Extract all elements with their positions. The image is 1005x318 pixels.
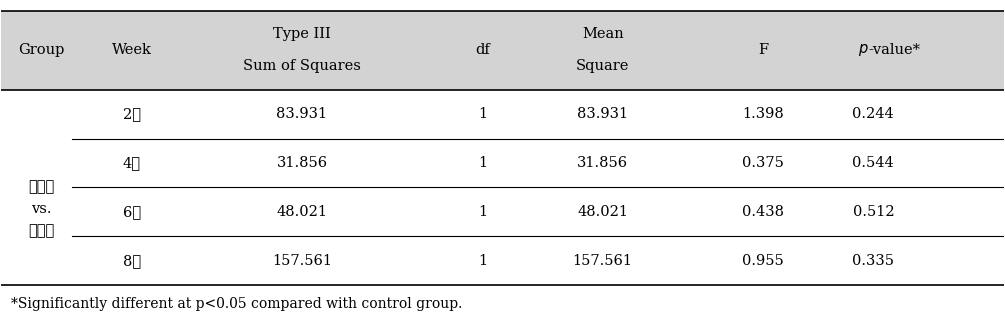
Text: Mean: Mean [582, 27, 623, 41]
Text: 대조군: 대조군 [28, 225, 54, 238]
Text: -value*: -value* [868, 43, 921, 57]
Text: 157.561: 157.561 [573, 254, 633, 268]
Text: 0.955: 0.955 [743, 254, 784, 268]
Text: Group: Group [18, 43, 64, 57]
Text: 시험군: 시험군 [28, 180, 54, 194]
Text: 0.438: 0.438 [742, 205, 784, 219]
Text: 6주: 6주 [123, 205, 141, 219]
Text: 0.244: 0.244 [852, 107, 894, 121]
Text: 0.512: 0.512 [852, 205, 894, 219]
Text: 0.544: 0.544 [852, 156, 894, 170]
Text: 48.021: 48.021 [276, 205, 328, 219]
Text: vs.: vs. [31, 203, 51, 217]
Text: Square: Square [576, 59, 629, 73]
Text: F: F [758, 43, 768, 57]
Text: 157.561: 157.561 [272, 254, 332, 268]
Text: 1: 1 [478, 107, 487, 121]
Text: 1: 1 [478, 254, 487, 268]
Text: 31.856: 31.856 [577, 156, 628, 170]
Text: Week: Week [112, 43, 152, 57]
Text: *Significantly different at p<0.05 compared with control group.: *Significantly different at p<0.05 compa… [11, 297, 462, 311]
Text: df: df [475, 43, 489, 57]
Text: 0.335: 0.335 [852, 254, 894, 268]
Text: 0.375: 0.375 [742, 156, 784, 170]
Text: 83.931: 83.931 [577, 107, 628, 121]
Text: Sum of Squares: Sum of Squares [243, 59, 361, 73]
Text: 1.398: 1.398 [743, 107, 784, 121]
Text: 2주: 2주 [123, 107, 141, 121]
Text: 83.931: 83.931 [276, 107, 328, 121]
Text: $p$: $p$ [857, 42, 868, 58]
Text: 1: 1 [478, 156, 487, 170]
Text: 1: 1 [478, 205, 487, 219]
Text: 31.856: 31.856 [276, 156, 328, 170]
Text: Type III: Type III [273, 27, 331, 41]
Text: 8주: 8주 [123, 254, 141, 268]
Bar [1, 11, 1004, 90]
Text: 4주: 4주 [123, 156, 141, 170]
Text: 48.021: 48.021 [577, 205, 628, 219]
